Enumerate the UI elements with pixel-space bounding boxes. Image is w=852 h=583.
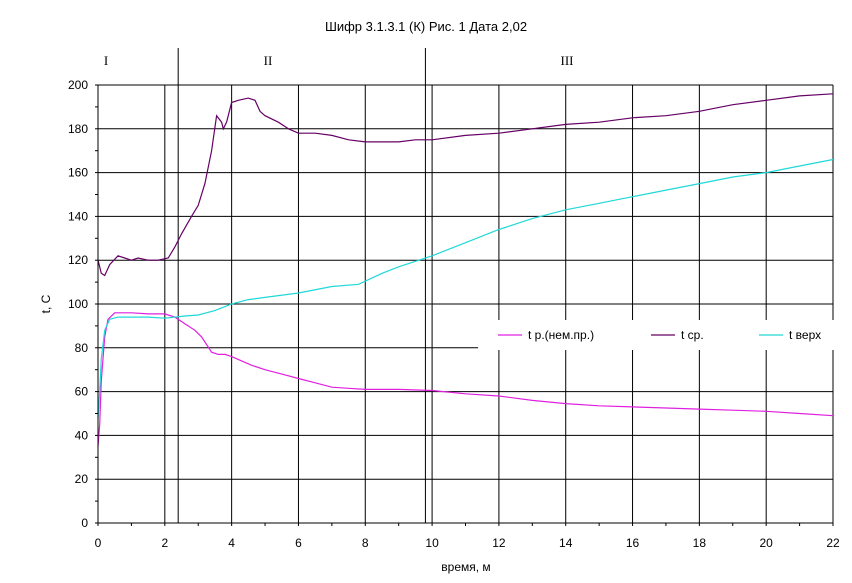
y-tick-label: 180 [68, 122, 88, 136]
legend-label: t р.(нем.пр.) [528, 328, 594, 342]
y-tick-label: 100 [68, 297, 88, 311]
x-tick-label: 10 [425, 536, 439, 550]
series-lines [97, 93, 834, 447]
axes [95, 84, 834, 526]
legend-label: t ср. [681, 328, 704, 342]
x-tick-label: 20 [760, 536, 774, 550]
x-tick-label: 14 [559, 536, 573, 550]
y-tick-label: 40 [75, 428, 89, 442]
y-tick-label: 140 [68, 209, 88, 223]
x-tick-label: 2 [161, 536, 168, 550]
x-axis-label: время, м [441, 560, 490, 574]
legend-label: t верх [789, 328, 821, 342]
y-axis-label: t, C [39, 294, 53, 313]
x-tick-label: 18 [693, 536, 707, 550]
chart-title: Шифр 3.1.3.1 (К) Рис. 1 Дата 2,02 [325, 19, 527, 34]
y-tick-label: 20 [75, 472, 89, 486]
region-dividers: I II III [104, 48, 574, 523]
grid-lines [98, 84, 834, 523]
series-line [97, 312, 834, 447]
region-label: II [264, 53, 273, 68]
x-tick-label: 6 [295, 536, 302, 550]
y-tick-label: 60 [75, 385, 89, 399]
y-tick-label: 120 [68, 253, 88, 267]
y-tick-label: 0 [81, 516, 88, 530]
y-tick-label: 80 [75, 341, 89, 355]
series-line [97, 158, 834, 418]
region-label: I [104, 53, 108, 68]
x-tick-label: 22 [826, 536, 840, 550]
series-line [97, 93, 834, 277]
x-tick-label: 12 [492, 536, 506, 550]
x-tick-label: 16 [626, 536, 640, 550]
legend: t р.(нем.пр.) t ср. t верх [498, 328, 821, 342]
region-label: III [561, 53, 574, 68]
y-tick-label: 200 [68, 78, 88, 92]
x-tick-label: 8 [362, 536, 369, 550]
tick-labels: 0 20 40 60 80 100 120 140 160 180 200 0 2 4 6 8 10 12 14 16… [68, 78, 840, 550]
y-tick-label: 160 [68, 166, 88, 180]
x-tick-label: 4 [228, 536, 235, 550]
x-tick-label: 0 [95, 536, 102, 550]
